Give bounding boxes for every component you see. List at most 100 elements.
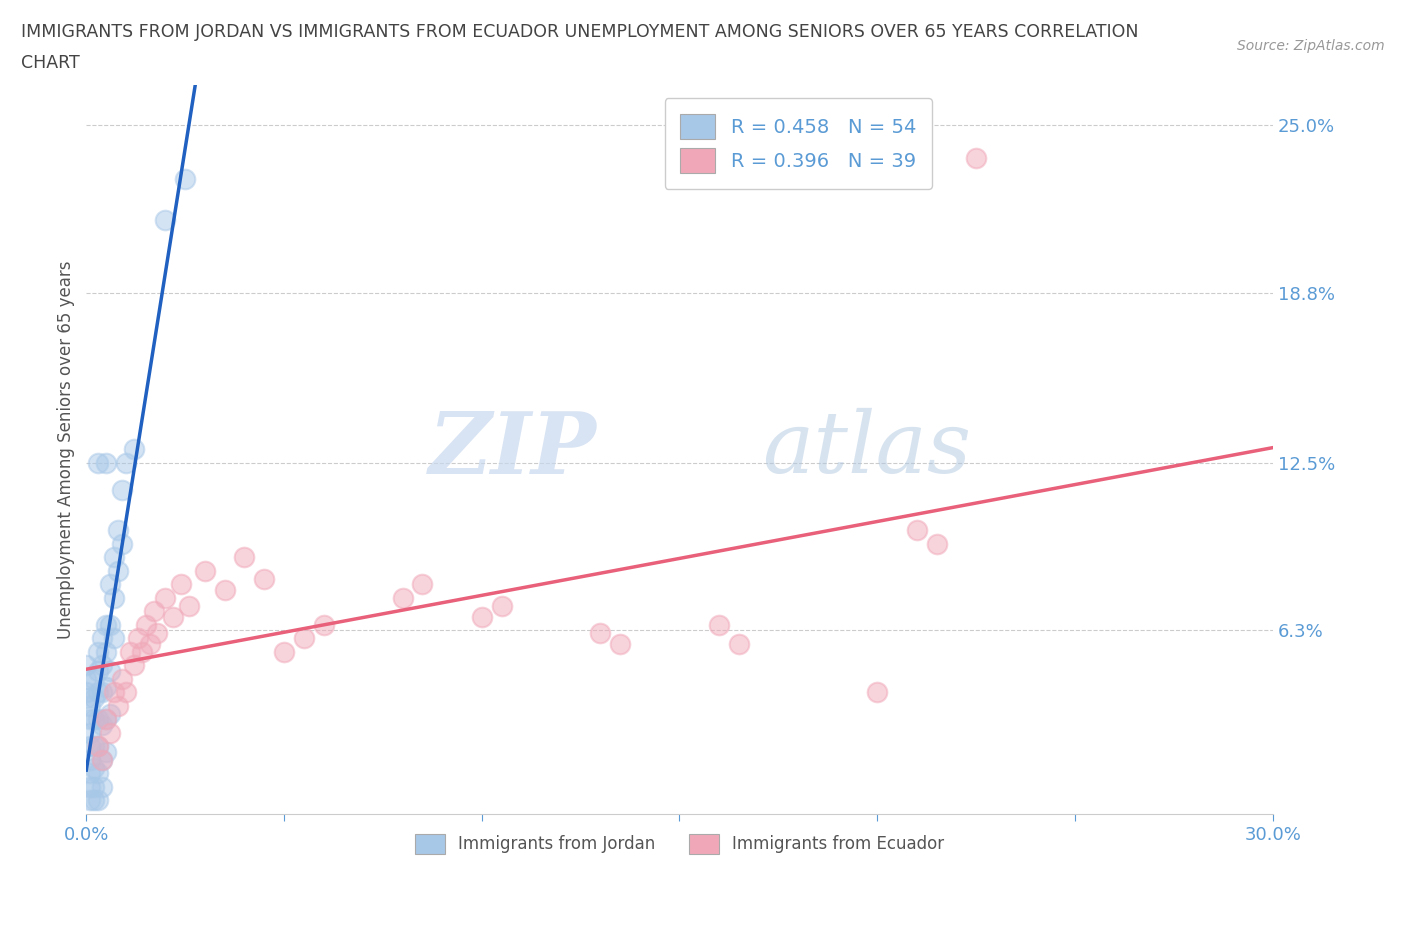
Point <box>79 793 101 808</box>
Point <box>179 599 201 614</box>
Point <box>75 671 97 686</box>
Point <box>114 456 136 471</box>
Point <box>312 618 335 632</box>
Text: atlas: atlas <box>762 408 972 491</box>
Point <box>491 599 513 614</box>
Point <box>155 591 177 605</box>
Point <box>118 644 141 659</box>
Point <box>83 779 105 794</box>
Point <box>79 752 101 767</box>
Point <box>79 738 101 753</box>
Point <box>233 550 256 565</box>
Point <box>98 707 121 722</box>
Point <box>79 779 101 794</box>
Point <box>131 644 153 659</box>
Point <box>91 684 114 699</box>
Point <box>94 711 117 726</box>
Point <box>83 793 105 808</box>
Point <box>87 738 110 753</box>
Point <box>391 591 413 605</box>
Text: CHART: CHART <box>21 54 80 72</box>
Point <box>103 550 125 565</box>
Point <box>75 690 97 705</box>
Point <box>83 690 105 705</box>
Point <box>174 172 197 187</box>
Point <box>91 752 114 767</box>
Point <box>75 684 97 699</box>
Point <box>87 738 110 753</box>
Point <box>122 658 145 672</box>
Point <box>91 631 114 645</box>
Point <box>273 644 295 659</box>
Point <box>727 636 749 651</box>
Point <box>111 537 134 551</box>
Point <box>107 698 129 713</box>
Point <box>79 711 101 726</box>
Point <box>292 631 315 645</box>
Point <box>142 604 165 618</box>
Point <box>107 523 129 538</box>
Point <box>87 644 110 659</box>
Point <box>87 766 110 781</box>
Point <box>162 609 184 624</box>
Point <box>91 658 114 672</box>
Point <box>83 738 105 753</box>
Point <box>98 577 121 591</box>
Point <box>83 761 105 776</box>
Point <box>98 725 121 740</box>
Point <box>103 631 125 645</box>
Point <box>94 680 117 695</box>
Point <box>866 684 889 699</box>
Point <box>79 698 101 713</box>
Text: IMMIGRANTS FROM JORDAN VS IMMIGRANTS FROM ECUADOR UNEMPLOYMENT AMONG SENIORS OVE: IMMIGRANTS FROM JORDAN VS IMMIGRANTS FRO… <box>21 23 1139 41</box>
Point <box>94 618 117 632</box>
Point <box>94 644 117 659</box>
Point <box>79 766 101 781</box>
Point <box>253 571 276 586</box>
Point <box>194 564 217 578</box>
Point <box>107 564 129 578</box>
Point <box>94 744 117 759</box>
Point <box>98 663 121 678</box>
Point <box>135 618 157 632</box>
Point <box>905 523 928 538</box>
Point <box>155 212 177 227</box>
Point <box>87 711 110 726</box>
Point <box>114 684 136 699</box>
Point <box>83 671 105 686</box>
Point <box>111 671 134 686</box>
Point <box>83 711 105 726</box>
Point <box>609 636 631 651</box>
Point <box>103 684 125 699</box>
Point <box>91 717 114 732</box>
Point <box>87 793 110 808</box>
Point <box>122 442 145 457</box>
Point <box>146 626 169 641</box>
Point <box>94 711 117 726</box>
Point <box>111 483 134 498</box>
Point <box>103 591 125 605</box>
Point <box>707 618 730 632</box>
Text: Source: ZipAtlas.com: Source: ZipAtlas.com <box>1237 39 1385 53</box>
Point <box>965 151 987 166</box>
Point <box>471 609 494 624</box>
Point <box>91 752 114 767</box>
Point <box>98 618 121 632</box>
Point <box>589 626 612 641</box>
Point <box>94 456 117 471</box>
Point <box>214 582 236 597</box>
Point <box>138 636 160 651</box>
Legend: Immigrants from Jordan, Immigrants from Ecuador: Immigrants from Jordan, Immigrants from … <box>408 828 950 860</box>
Point <box>411 577 433 591</box>
Point <box>925 537 948 551</box>
Point <box>79 725 101 740</box>
Point <box>127 631 149 645</box>
Point <box>87 456 110 471</box>
Point <box>75 658 97 672</box>
Point <box>170 577 193 591</box>
Point <box>87 663 110 678</box>
Y-axis label: Unemployment Among Seniors over 65 years: Unemployment Among Seniors over 65 years <box>58 260 75 639</box>
Text: ZIP: ZIP <box>429 407 596 491</box>
Point <box>91 779 114 794</box>
Point <box>87 684 110 699</box>
